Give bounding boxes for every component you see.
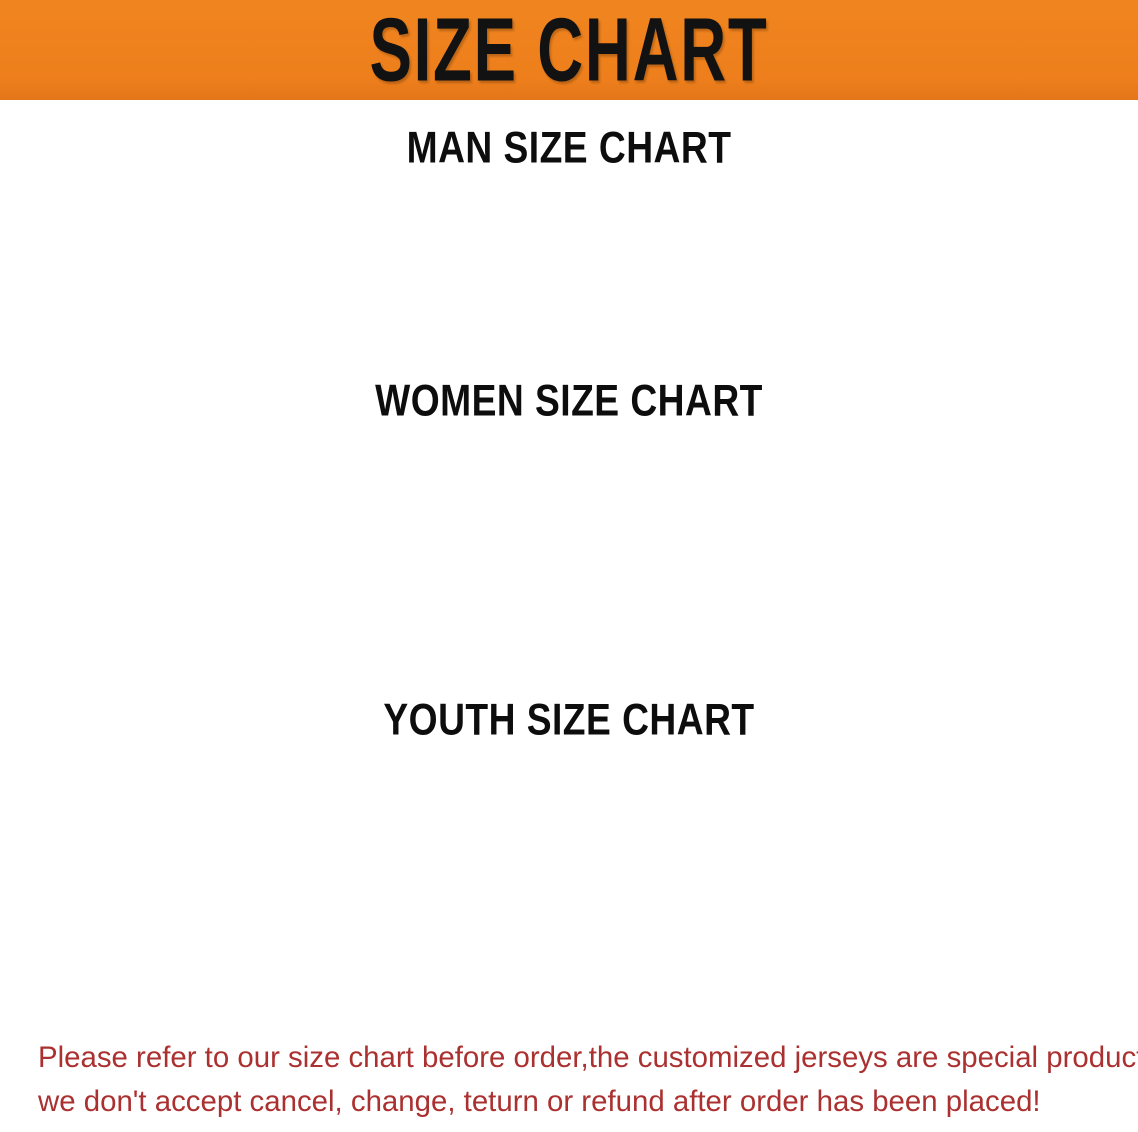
section-title-youth: YOUTH SIZE CHART	[383, 695, 755, 745]
disclaimer-text: Please refer to our size chart before or…	[38, 1036, 1138, 1124]
page-banner: SIZE CHART	[0, 0, 1138, 100]
disclaimer-line-1: Please refer to our size chart before or…	[38, 1041, 1138, 1074]
section-title-women: WOMEN SIZE CHART	[375, 376, 763, 426]
page-title: SIZE CHART	[369, 0, 769, 101]
disclaimer-line-2: we don't accept cancel, change, teturn o…	[38, 1085, 1041, 1118]
section-title-man: MAN SIZE CHART	[406, 123, 732, 173]
